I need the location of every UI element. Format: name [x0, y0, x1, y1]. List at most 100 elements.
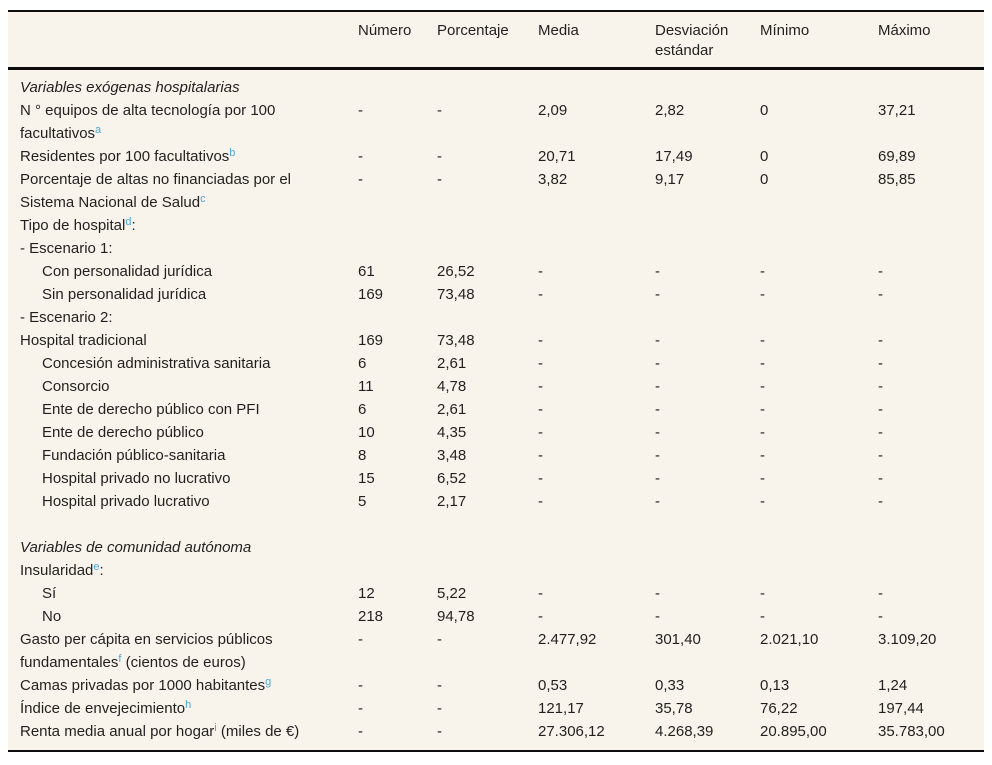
- table-cell: [358, 559, 437, 582]
- table-cell: -: [437, 148, 442, 165]
- table-cell: 301,40: [655, 631, 701, 648]
- table-cell: -: [760, 493, 765, 510]
- table-cell: 5: [358, 493, 367, 510]
- table-cell: [358, 306, 437, 329]
- table-cell: [538, 536, 655, 559]
- table-cell: -: [655, 332, 660, 349]
- table-cell: -: [760, 447, 765, 464]
- table-cell: -: [538, 401, 543, 418]
- table-cell: -: [878, 424, 883, 441]
- row-label: Camas privadas por 1000 habitantesg: [20, 676, 272, 695]
- table-cell: -: [655, 263, 660, 280]
- row-label: Ente de derecho público con PFI: [42, 401, 260, 418]
- table-cell: -: [655, 447, 660, 464]
- table-cell: 218: [358, 608, 384, 625]
- table-cell: 0: [760, 148, 769, 165]
- table-cell: -: [538, 608, 543, 625]
- table-cell: -: [655, 493, 660, 510]
- table-row: Residentes por 100 facultativosb - - 20,71 1…: [8, 145, 984, 168]
- table-cell: -: [538, 332, 543, 349]
- table-cell: -: [538, 585, 543, 602]
- table-cell: -: [878, 447, 883, 464]
- table-cell: -: [760, 401, 765, 418]
- statistics-table: Número Porcentaje Media Desviación están…: [8, 10, 984, 752]
- footnote-link[interactable]: c: [200, 193, 206, 205]
- spacer-cell: [8, 513, 984, 536]
- table-cell: 3.109,20: [878, 631, 937, 648]
- footnote-link[interactable]: h: [185, 699, 192, 711]
- table-cell: -: [655, 401, 660, 418]
- row-label: N ° equipos de alta tecnología por 100 f…: [20, 102, 276, 142]
- footnote-link[interactable]: a: [95, 124, 102, 136]
- footnote-link[interactable]: g: [265, 676, 272, 688]
- row-label: Insularidade:: [20, 561, 104, 580]
- table-cell: 35,78: [655, 700, 693, 717]
- table-cell: -: [878, 493, 883, 510]
- row-label: Sí: [42, 585, 57, 602]
- table-cell: -: [437, 677, 442, 694]
- table-cell: -: [437, 171, 442, 188]
- row-label: Porcentaje de altas no financiadas por e…: [20, 171, 292, 211]
- table-cell: 2,09: [538, 102, 568, 119]
- table-cell: -: [760, 263, 765, 280]
- table-cell: -: [655, 585, 660, 602]
- table-cell: 76,22: [760, 700, 798, 717]
- table-cell: 69,89: [878, 148, 916, 165]
- table-cell: [358, 237, 437, 260]
- footnote-link[interactable]: b: [229, 147, 236, 159]
- col-header-media: Media: [538, 11, 655, 70]
- table-row: Insularidade:: [8, 559, 984, 582]
- table-cell: [538, 214, 655, 237]
- table-row: Consorcio 11 4,78 - - - -: [8, 375, 984, 398]
- table-cell: [538, 69, 655, 100]
- table-cell: [760, 214, 878, 237]
- table-cell: 0: [760, 102, 769, 119]
- table-cell: [655, 237, 760, 260]
- row-label: Renta media anual por hogari (miles de €…: [20, 722, 300, 741]
- table-cell: [538, 237, 655, 260]
- table-row: Hospital privado no lucrativo 15 6,52 - - - -: [8, 467, 984, 490]
- footnote-link[interactable]: f: [118, 653, 122, 665]
- table-row: - Escenario 2:: [8, 306, 984, 329]
- table-cell: [358, 69, 437, 100]
- table-cell: 4,35: [437, 424, 467, 441]
- table-cell: [655, 536, 760, 559]
- table-row: Con personalidad jurídica 61 26,52 - - - -: [8, 260, 984, 283]
- table-cell: 4.268,39: [655, 723, 714, 740]
- table-cell: -: [760, 378, 765, 395]
- table-cell: -: [878, 286, 883, 303]
- table-row: Renta media anual por hogari (miles de €…: [8, 720, 984, 751]
- table-cell: -: [655, 608, 660, 625]
- table-cell: 26,52: [437, 263, 475, 280]
- table-cell: -: [358, 171, 363, 188]
- col-header-desviacion-estandar: Desviación estándar: [655, 11, 760, 70]
- table-cell: [878, 69, 984, 100]
- table-body: Variables exógenas hospitalarias N ° equi…: [8, 69, 984, 752]
- row-label: Hospital privado lucrativo: [42, 493, 210, 510]
- row-label: Hospital privado no lucrativo: [42, 470, 231, 487]
- table-cell: -: [538, 493, 543, 510]
- table-cell: -: [878, 378, 883, 395]
- row-label: Ente de derecho público: [42, 424, 204, 441]
- table-cell: -: [358, 102, 363, 119]
- table-row: Variables exógenas hospitalarias: [8, 69, 984, 100]
- footnote-link[interactable]: i: [214, 722, 217, 734]
- footnote-link[interactable]: d: [125, 216, 132, 228]
- table-cell: -: [538, 263, 543, 280]
- table-cell: -: [358, 723, 363, 740]
- row-label: - Escenario 1:: [20, 240, 113, 257]
- footnote-link[interactable]: e: [93, 561, 100, 573]
- row-label: Fundación público-sanitaria: [42, 447, 226, 464]
- statistics-table-container: Número Porcentaje Media Desviación están…: [8, 10, 984, 752]
- table-cell: [437, 559, 538, 582]
- table-cell: -: [760, 470, 765, 487]
- table-row: Tipo de hospitald:: [8, 214, 984, 237]
- row-label: No: [42, 608, 62, 625]
- table-row: Porcentaje de altas no financiadas por e…: [8, 168, 984, 214]
- table-cell: -: [760, 424, 765, 441]
- table-cell: 169: [358, 286, 384, 303]
- table-cell: 11: [358, 378, 374, 395]
- table-cell: 17,49: [655, 148, 693, 165]
- table-cell: -: [760, 332, 765, 349]
- row-label: Concesión administrativa sanitaria: [42, 355, 271, 372]
